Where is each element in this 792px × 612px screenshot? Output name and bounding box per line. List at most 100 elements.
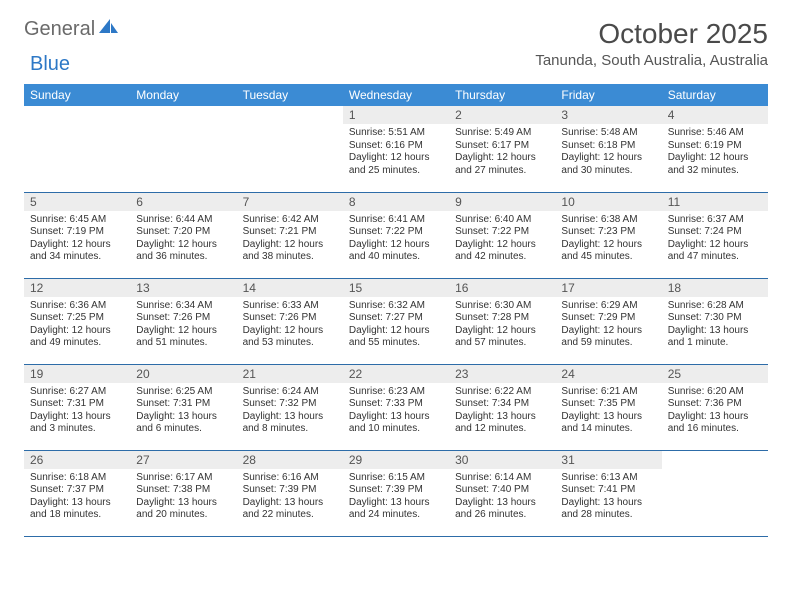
sunset-text: Sunset: 7:35 PM (561, 398, 655, 411)
sunset-text: Sunset: 7:27 PM (349, 312, 443, 325)
sunrise-text: Sunrise: 6:25 AM (136, 386, 230, 399)
week-row: 19Sunrise: 6:27 AMSunset: 7:31 PMDayligh… (24, 364, 768, 450)
day-details: Sunrise: 6:36 AMSunset: 7:25 PMDaylight:… (24, 297, 130, 354)
sunset-text: Sunset: 7:19 PM (30, 226, 124, 239)
day-cell: 26Sunrise: 6:18 AMSunset: 7:37 PMDayligh… (24, 450, 130, 536)
sunset-text: Sunset: 6:18 PM (561, 140, 655, 153)
sunrise-text: Sunrise: 5:48 AM (561, 127, 655, 140)
logo-word1: General (24, 18, 95, 41)
day-details: Sunrise: 6:17 AMSunset: 7:38 PMDaylight:… (130, 469, 236, 526)
day-details (662, 455, 768, 462)
sunrise-text: Sunrise: 6:37 AM (668, 214, 762, 227)
sunset-text: Sunset: 7:33 PM (349, 398, 443, 411)
daylight-text: Daylight: 13 hours and 1 minute. (668, 325, 762, 350)
daylight-text: Daylight: 12 hours and 27 minutes. (455, 152, 549, 177)
sunrise-text: Sunrise: 6:32 AM (349, 300, 443, 313)
day-cell: 27Sunrise: 6:17 AMSunset: 7:38 PMDayligh… (130, 450, 236, 536)
day-cell: 6Sunrise: 6:44 AMSunset: 7:20 PMDaylight… (130, 192, 236, 278)
day-cell: 5Sunrise: 6:45 AMSunset: 7:19 PMDaylight… (24, 192, 130, 278)
day-cell: 3Sunrise: 5:48 AMSunset: 6:18 PMDaylight… (555, 106, 661, 192)
sunrise-text: Sunrise: 6:27 AM (30, 386, 124, 399)
week-row: 1Sunrise: 5:51 AMSunset: 6:16 PMDaylight… (24, 106, 768, 192)
day-cell (237, 106, 343, 192)
daylight-text: Daylight: 13 hours and 22 minutes. (243, 497, 337, 522)
sunrise-text: Sunrise: 6:18 AM (30, 472, 124, 485)
daylight-text: Daylight: 12 hours and 45 minutes. (561, 239, 655, 264)
day-details: Sunrise: 6:32 AMSunset: 7:27 PMDaylight:… (343, 297, 449, 354)
day-number: 1 (343, 106, 449, 124)
day-details: Sunrise: 6:20 AMSunset: 7:36 PMDaylight:… (662, 383, 768, 440)
day-details: Sunrise: 5:51 AMSunset: 6:16 PMDaylight:… (343, 124, 449, 181)
sunset-text: Sunset: 7:41 PM (561, 484, 655, 497)
day-details: Sunrise: 5:49 AMSunset: 6:17 PMDaylight:… (449, 124, 555, 181)
daylight-text: Daylight: 12 hours and 40 minutes. (349, 239, 443, 264)
sunset-text: Sunset: 7:25 PM (30, 312, 124, 325)
daylight-text: Daylight: 13 hours and 16 minutes. (668, 411, 762, 436)
day-cell: 21Sunrise: 6:24 AMSunset: 7:32 PMDayligh… (237, 364, 343, 450)
day-details: Sunrise: 6:45 AMSunset: 7:19 PMDaylight:… (24, 211, 130, 268)
header-row: Sunday Monday Tuesday Wednesday Thursday… (24, 84, 768, 106)
sunset-text: Sunset: 7:38 PM (136, 484, 230, 497)
daylight-text: Daylight: 13 hours and 20 minutes. (136, 497, 230, 522)
day-cell: 20Sunrise: 6:25 AMSunset: 7:31 PMDayligh… (130, 364, 236, 450)
daylight-text: Daylight: 12 hours and 34 minutes. (30, 239, 124, 264)
sunset-text: Sunset: 7:21 PM (243, 226, 337, 239)
sunrise-text: Sunrise: 6:17 AM (136, 472, 230, 485)
daylight-text: Daylight: 13 hours and 6 minutes. (136, 411, 230, 436)
sunset-text: Sunset: 7:36 PM (668, 398, 762, 411)
daylight-text: Daylight: 12 hours and 59 minutes. (561, 325, 655, 350)
daylight-text: Daylight: 12 hours and 25 minutes. (349, 152, 443, 177)
day-details: Sunrise: 6:14 AMSunset: 7:40 PMDaylight:… (449, 469, 555, 526)
day-cell: 1Sunrise: 5:51 AMSunset: 6:16 PMDaylight… (343, 106, 449, 192)
daylight-text: Daylight: 12 hours and 55 minutes. (349, 325, 443, 350)
day-details: Sunrise: 6:22 AMSunset: 7:34 PMDaylight:… (449, 383, 555, 440)
sunset-text: Sunset: 7:30 PM (668, 312, 762, 325)
sunset-text: Sunset: 7:32 PM (243, 398, 337, 411)
calendar-page: General October 2025 Tanunda, South Aust… (0, 0, 792, 555)
daylight-text: Daylight: 12 hours and 42 minutes. (455, 239, 549, 264)
daylight-text: Daylight: 12 hours and 47 minutes. (668, 239, 762, 264)
sunrise-text: Sunrise: 6:41 AM (349, 214, 443, 227)
day-details: Sunrise: 6:29 AMSunset: 7:29 PMDaylight:… (555, 297, 661, 354)
day-cell: 12Sunrise: 6:36 AMSunset: 7:25 PMDayligh… (24, 278, 130, 364)
month-title: October 2025 (535, 18, 768, 50)
day-cell: 23Sunrise: 6:22 AMSunset: 7:34 PMDayligh… (449, 364, 555, 450)
day-number: 24 (555, 365, 661, 383)
sunrise-text: Sunrise: 6:13 AM (561, 472, 655, 485)
sunrise-text: Sunrise: 6:38 AM (561, 214, 655, 227)
day-number: 29 (343, 451, 449, 469)
day-number: 12 (24, 279, 130, 297)
day-details: Sunrise: 6:34 AMSunset: 7:26 PMDaylight:… (130, 297, 236, 354)
day-details: Sunrise: 6:13 AMSunset: 7:41 PMDaylight:… (555, 469, 661, 526)
day-cell (662, 450, 768, 536)
day-cell: 30Sunrise: 6:14 AMSunset: 7:40 PMDayligh… (449, 450, 555, 536)
sunrise-text: Sunrise: 6:40 AM (455, 214, 549, 227)
sunrise-text: Sunrise: 6:14 AM (455, 472, 549, 485)
daylight-text: Daylight: 12 hours and 38 minutes. (243, 239, 337, 264)
day-details: Sunrise: 6:42 AMSunset: 7:21 PMDaylight:… (237, 211, 343, 268)
day-number: 9 (449, 193, 555, 211)
day-number: 10 (555, 193, 661, 211)
day-details: Sunrise: 6:23 AMSunset: 7:33 PMDaylight:… (343, 383, 449, 440)
sunset-text: Sunset: 7:26 PM (136, 312, 230, 325)
day-details: Sunrise: 6:25 AMSunset: 7:31 PMDaylight:… (130, 383, 236, 440)
day-details (24, 110, 130, 117)
sunrise-text: Sunrise: 6:28 AM (668, 300, 762, 313)
day-cell: 2Sunrise: 5:49 AMSunset: 6:17 PMDaylight… (449, 106, 555, 192)
day-number: 23 (449, 365, 555, 383)
day-number: 2 (449, 106, 555, 124)
day-cell: 13Sunrise: 6:34 AMSunset: 7:26 PMDayligh… (130, 278, 236, 364)
day-number: 5 (24, 193, 130, 211)
col-tue: Tuesday (237, 84, 343, 106)
sunrise-text: Sunrise: 6:34 AM (136, 300, 230, 313)
day-details: Sunrise: 6:15 AMSunset: 7:39 PMDaylight:… (343, 469, 449, 526)
sunrise-text: Sunrise: 6:21 AM (561, 386, 655, 399)
sunset-text: Sunset: 7:22 PM (455, 226, 549, 239)
day-cell: 17Sunrise: 6:29 AMSunset: 7:29 PMDayligh… (555, 278, 661, 364)
day-details: Sunrise: 5:46 AMSunset: 6:19 PMDaylight:… (662, 124, 768, 181)
daylight-text: Daylight: 12 hours and 51 minutes. (136, 325, 230, 350)
daylight-text: Daylight: 13 hours and 18 minutes. (30, 497, 124, 522)
sunset-text: Sunset: 6:16 PM (349, 140, 443, 153)
logo-word2: Blue (30, 53, 70, 75)
sunrise-text: Sunrise: 6:45 AM (30, 214, 124, 227)
